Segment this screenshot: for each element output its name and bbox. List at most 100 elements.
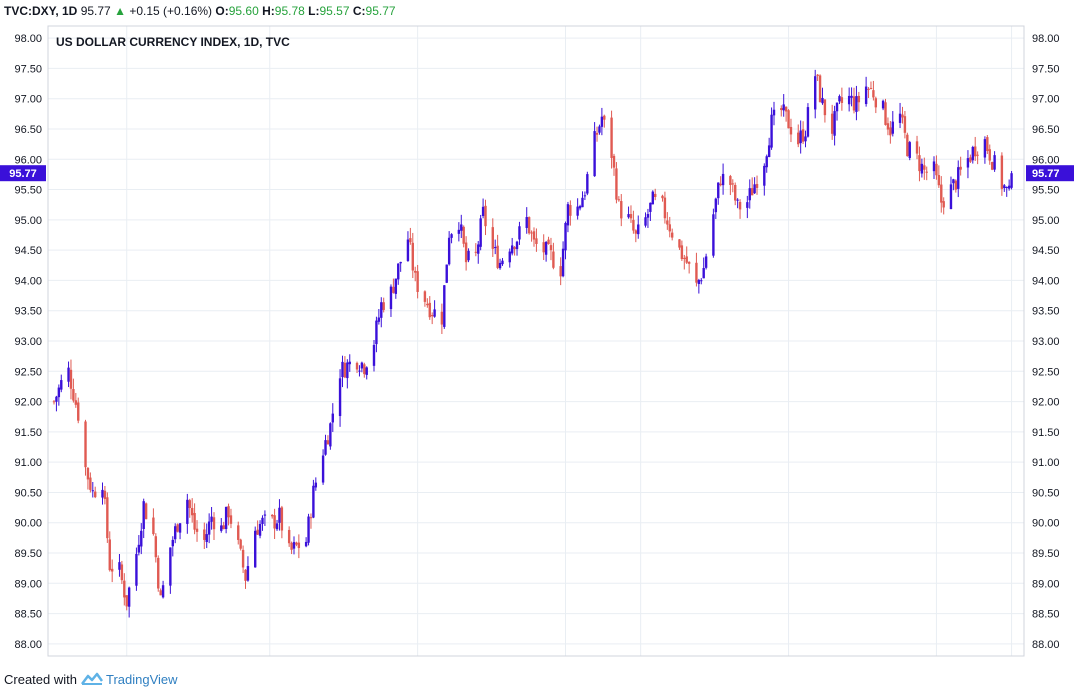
candle-body bbox=[530, 232, 533, 234]
candle-body bbox=[603, 115, 606, 120]
candle-body bbox=[969, 157, 972, 162]
price-chart[interactable]: 98.00 97.50 97.00 96.50 96.00 95.50 95.00 94.50… bbox=[0, 22, 1076, 666]
candle-body bbox=[852, 96, 856, 111]
chart-title: US DOLLAR CURRENCY INDEX, 1D, TVC bbox=[56, 35, 290, 49]
y-tick-label-left: 95.00 bbox=[14, 215, 42, 227]
y-tick-label-right: 97.50 bbox=[1032, 63, 1060, 75]
candle-body bbox=[239, 539, 242, 549]
candle-body bbox=[188, 500, 191, 508]
x-tick-label: Feb bbox=[1002, 665, 1021, 666]
candle-body bbox=[974, 146, 977, 157]
open-label: O: bbox=[215, 4, 229, 18]
candle-body bbox=[275, 523, 279, 530]
candle-body bbox=[644, 217, 647, 226]
candle-body bbox=[89, 477, 92, 490]
candle-body bbox=[734, 184, 737, 201]
candle-body bbox=[324, 440, 327, 455]
candle-body bbox=[830, 113, 834, 134]
candle-body bbox=[544, 241, 548, 255]
candle-body bbox=[787, 110, 790, 129]
candle-body bbox=[634, 230, 638, 234]
created-with-label: Created with bbox=[4, 672, 77, 687]
candle-body bbox=[654, 193, 657, 198]
candle-body bbox=[123, 580, 126, 598]
y-tick-label-left: 90.00 bbox=[14, 518, 42, 530]
candle-body bbox=[389, 286, 393, 310]
candle-body bbox=[106, 497, 109, 539]
candle-body bbox=[840, 97, 844, 103]
candle-body bbox=[717, 182, 720, 199]
y-tick-label-right: 88.00 bbox=[1032, 639, 1060, 651]
y-tick-label-left: 97.50 bbox=[14, 63, 42, 75]
candle-body bbox=[721, 173, 725, 186]
candle-body bbox=[850, 95, 853, 98]
candle-body bbox=[397, 263, 400, 280]
candle-body bbox=[174, 526, 177, 540]
y-tick-label-right: 89.50 bbox=[1032, 548, 1060, 560]
candle-body bbox=[501, 260, 504, 265]
candle-body bbox=[891, 121, 894, 134]
candle-body bbox=[210, 516, 213, 522]
candle-body bbox=[874, 98, 878, 108]
chart-grid bbox=[48, 26, 1024, 656]
candle-body bbox=[120, 564, 124, 581]
candle-body bbox=[646, 214, 650, 218]
candle-body bbox=[835, 102, 839, 112]
candle-body bbox=[753, 184, 756, 194]
candle-body bbox=[77, 402, 80, 421]
candle-body bbox=[464, 242, 468, 263]
y-tick-label-right: 98.00 bbox=[1032, 33, 1060, 45]
candle-body bbox=[700, 280, 703, 282]
candle-body bbox=[360, 362, 364, 369]
candle-body bbox=[244, 569, 247, 581]
candle-body bbox=[610, 117, 613, 158]
candle-body bbox=[983, 139, 987, 158]
candle-body bbox=[915, 141, 919, 154]
candle-body bbox=[736, 199, 739, 201]
candle-body bbox=[886, 123, 890, 130]
candle-body bbox=[918, 155, 921, 172]
candle-body bbox=[666, 220, 669, 225]
y-tick-label-right: 93.00 bbox=[1032, 336, 1060, 348]
candles bbox=[52, 69, 1013, 618]
candle-body bbox=[338, 378, 342, 417]
candle-body bbox=[178, 523, 182, 533]
candle-body bbox=[479, 218, 482, 247]
candle-body bbox=[399, 261, 402, 264]
candle-body bbox=[1005, 187, 1008, 189]
candle-body bbox=[513, 247, 516, 250]
candle-body bbox=[714, 198, 718, 213]
tradingview-brand[interactable]: TradingView bbox=[106, 672, 178, 687]
candle-body bbox=[295, 542, 298, 545]
last-price-badges: 95.77 95.77 bbox=[0, 165, 1074, 182]
candle-body bbox=[855, 96, 858, 112]
candle-body bbox=[770, 114, 773, 148]
candle-body bbox=[309, 517, 313, 519]
candle-body bbox=[847, 95, 851, 105]
candle-body bbox=[372, 344, 376, 366]
candle-body bbox=[258, 523, 262, 536]
y-tick-label-right: 97.00 bbox=[1032, 94, 1060, 106]
candle-body bbox=[932, 161, 936, 172]
y-tick-label-right: 92.50 bbox=[1032, 366, 1060, 378]
candle-body bbox=[406, 239, 410, 261]
candle-body bbox=[954, 180, 958, 190]
y-tick-label-right: 90.50 bbox=[1032, 487, 1060, 499]
last-price-badge-right-text: 95.77 bbox=[1032, 168, 1060, 180]
y-tick-label-right: 92.00 bbox=[1032, 397, 1060, 409]
candle-body bbox=[84, 421, 87, 468]
candle-body bbox=[423, 291, 427, 302]
candle-body bbox=[959, 166, 962, 170]
candle-body bbox=[171, 539, 174, 547]
y-tick-label-left: 97.00 bbox=[14, 94, 42, 106]
candle-body bbox=[799, 130, 802, 144]
candle-body bbox=[801, 129, 805, 142]
candle-body bbox=[806, 107, 810, 137]
candle-body bbox=[515, 241, 519, 250]
candle-body bbox=[957, 167, 960, 189]
candle-body bbox=[154, 536, 158, 558]
symbol-label: TVC:DXY, 1D bbox=[4, 4, 78, 18]
candle-body bbox=[595, 132, 599, 135]
candle-body bbox=[833, 111, 836, 136]
y-tick-label-right: 95.50 bbox=[1032, 185, 1060, 197]
